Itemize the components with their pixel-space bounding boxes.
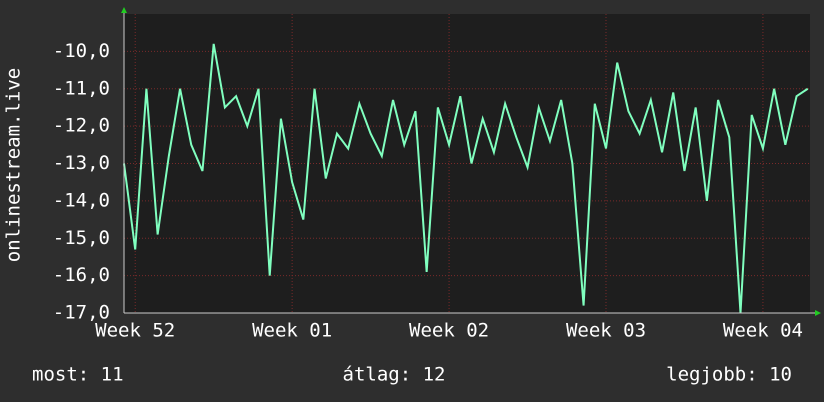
y-tick-label: -14,0 (53, 189, 110, 211)
footer-max: legjobb: 10 (666, 364, 792, 386)
y-tick-label: -13,0 (53, 152, 110, 174)
x-tick-label: Week 03 (566, 320, 646, 342)
footer-current: most: 11 (32, 364, 124, 386)
x-arrow (815, 310, 821, 316)
x-tick-label: Week 02 (409, 320, 489, 342)
x-tick-label: Week 01 (252, 320, 332, 342)
line (123, 43, 809, 314)
y-tick-label: -10,0 (53, 40, 110, 62)
y-tick-label: -17,0 (53, 302, 110, 324)
y-tick-label: -15,0 (53, 227, 110, 249)
x-tick-label: Week 04 (723, 320, 803, 342)
y-arrow (121, 7, 127, 13)
y-axis-label: onlinestream.live (3, 68, 25, 262)
y-tick-label: -11,0 (53, 77, 110, 99)
footer-average: átlag: 12 (343, 364, 446, 386)
x-tick-label: Week 52 (95, 320, 175, 342)
y-tick-label: -12,0 (53, 115, 110, 137)
y-tick-label: -16,0 (53, 264, 110, 286)
